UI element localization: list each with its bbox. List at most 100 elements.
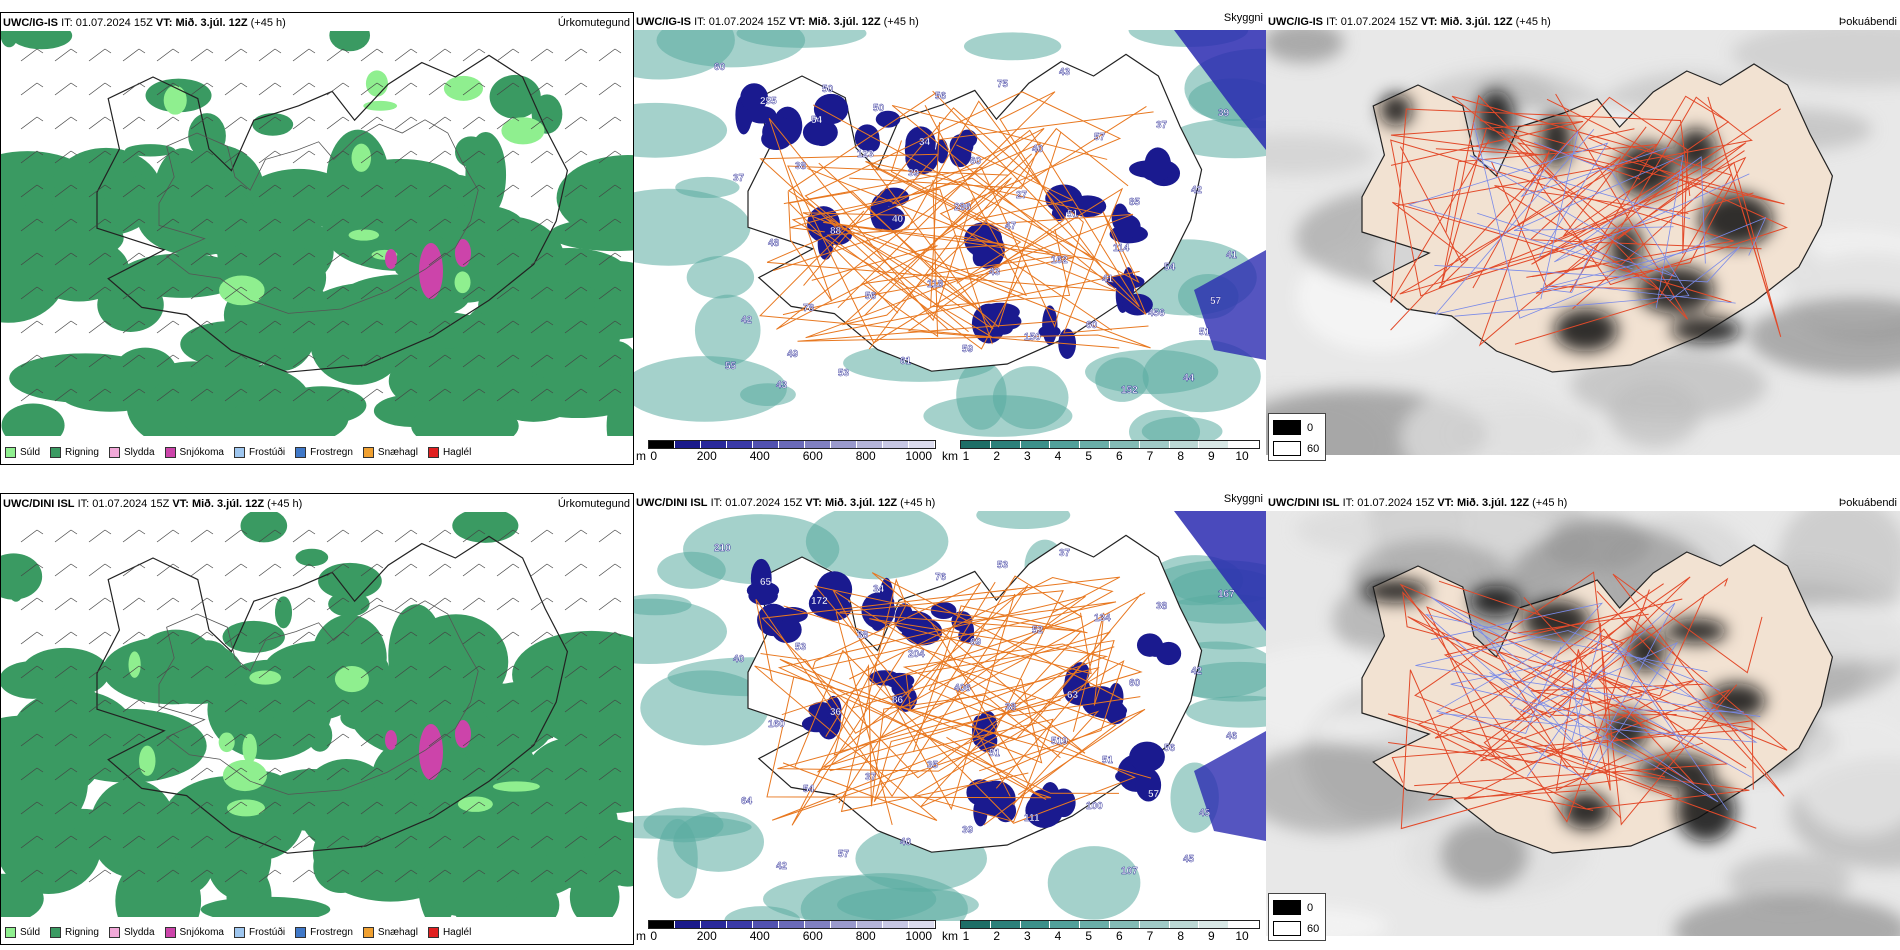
scale-cell [1020,441,1051,448]
cloud-base-label: 210 [714,543,731,554]
fog-panel-row1: UWC/IG-IS IT: 01.07.2024 15Z VT: Mið. 3.… [1266,12,1900,465]
cloud-base-label: 57 [1210,296,1222,307]
cloud-base-label: 38 [795,161,807,172]
cloud-base-label: 57 [1094,132,1106,143]
fog-legend-value-high: 60 [1307,442,1320,455]
precip-legend-label: Haglél [442,927,472,938]
vt-value: Mið. 3.júl. 12Z [824,497,898,509]
scale-tick-label: 5 [1085,449,1092,463]
precip-legend-item: Slydda [108,447,155,458]
scale-tick-label: 1000 [905,449,933,463]
precip-legend-item: Snæhagl [362,447,418,458]
precip-legend-item: Súld [5,927,40,938]
panel-variable-label: Úrkomutegund [557,17,630,29]
scale-bar: 1 2 3 4 5 6 7 8 9 10 [960,920,1260,943]
cloud-base-label: 40 [900,837,912,848]
height-scale: m 0 200 400 600 800 1000 [636,440,936,463]
scale-tick-label: 6 [1115,929,1123,943]
precip-panel-row2: UWC/DINI ISL IT: 01.07.2024 15Z VT: Mið.… [0,493,634,945]
cloud-base-label: 51 [989,748,1001,759]
vt-label: VT: [788,16,806,28]
scale-tick-label: 9 [1207,449,1215,463]
scale-tick-label: 4 [1054,449,1062,463]
scale-cell [909,921,935,928]
cloud-base-label: 59 [962,344,974,355]
scale-cell [701,441,727,448]
cloud-base-label: 51 [1199,327,1211,338]
cloud-base-label: 75 [997,79,1009,90]
precip-legend-item: Snjókoma [164,447,224,458]
cloud-base-label: 55 [725,361,737,372]
scale-tick-label: 4 [1054,929,1062,943]
scale-tick-label: 3 [1023,929,1031,943]
cloud-base-label: 49 [787,349,799,360]
fog-legend-swatch-high [1273,921,1301,936]
scale-cell [883,921,909,928]
cloud-base-label: 44 [1183,373,1195,384]
cloud-base-label: 50 [873,103,885,114]
scale-cells [960,920,1260,929]
precip-legend-label: Slydda [123,447,155,458]
scale-bar: 1 2 3 4 5 6 7 8 9 10 [960,440,1260,463]
cloud-base-label: 54 [803,784,815,795]
precip-legend-item: Haglél [427,927,472,938]
scale-tick-label: 200 [696,929,717,943]
lead-time: (+45 h) [1532,497,1568,509]
it-label: IT: [61,17,73,29]
cloud-base-label: 36 [830,707,842,718]
precip-legend-item: Súld [5,447,40,458]
precip-legend-item: Rigning [50,447,99,458]
precip-legend-item: Frostúði [233,447,286,458]
cloud-base-label: 53 [795,642,807,653]
panel-title: UWC/DINI ISL IT: 01.07.2024 15Z VT: Mið.… [3,498,302,510]
it-label: IT: [1326,16,1338,28]
precip-legend-swatch [5,447,16,458]
cloud-base-label: 53 [997,560,1009,571]
scale-cell [857,441,883,448]
it-value: 01.07.2024 15Z [708,16,786,28]
precip-legend-item: Haglél [427,447,471,458]
scale-cell [857,921,883,928]
scale-cell [1080,441,1110,448]
scale-tick-label: 800 [855,929,876,943]
precip-legend-swatch [50,927,62,938]
fog-index-map [1266,30,1900,455]
fog-panel-row2: UWC/DINI ISL IT: 01.07.2024 15Z VT: Mið.… [1266,493,1900,945]
precip-legend-item: Frostregn [295,447,353,458]
cloud-base-label: 48 [768,238,780,249]
scale-tick-label: 1 [962,449,970,463]
precip-legend: Súld Rigning Slydda Snjókoma Frostúði Frostre… [5,927,471,938]
cloud-base-label: 60 [1129,678,1141,689]
panel-variable-label: Skyggni [1223,12,1263,24]
fog-legend-value-high: 60 [1307,922,1320,935]
cloud-base-label: 123 [857,149,874,160]
cloud-base-label: 45 [1183,854,1195,865]
precip-legend-item: Frostregn [295,927,353,938]
cloud-base-label: 76 [935,572,947,583]
fog-legend-swatch-high [1273,441,1301,456]
vt-label: VT: [1420,16,1438,28]
precip-legend-label: Frostúði [248,927,286,938]
precip-legend-item: Rigning [50,927,99,938]
cloud-base-label: 406 [954,683,971,694]
cloud-base-label: 114 [1113,243,1130,254]
fog-legend-row: 60 [1273,921,1325,936]
cloud-base-label: 150 [1024,332,1041,343]
precip-legend-label: Frostúði [248,447,286,458]
it-value: 01.07.2024 15Z [92,498,170,510]
cloud-base-label: 40 [733,654,745,665]
scale-cell [961,921,991,928]
cloud-base-label: 38 [1156,601,1168,612]
cloud-panel-row2: UWC/DINI ISL IT: 01.07.2024 15Z VT: Mið.… [634,493,1266,945]
scale-unit: m [636,929,646,943]
scale-tick-label: 0 [650,449,658,463]
panel-title: UWC/IG-IS IT: 01.07.2024 15Z VT: Mið. 3.… [1268,16,1551,28]
cloud-base-label: 37 [733,173,745,184]
precip-legend-label: Súld [20,447,41,458]
cloud-base-label: 54 [1164,262,1176,273]
precip-legend-swatch [164,447,176,458]
visibility-scale: km 1 2 3 4 5 6 7 8 9 10 [942,440,1260,463]
scale-cell [1109,441,1140,448]
scale-cell [1229,441,1259,448]
cloud-base-label: 35 [927,760,939,771]
